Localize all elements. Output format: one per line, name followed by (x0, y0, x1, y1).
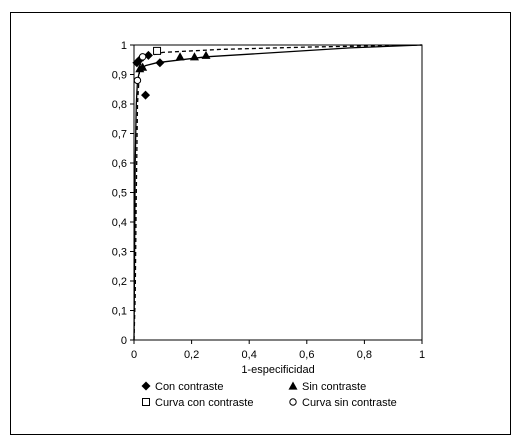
data-point (155, 58, 165, 68)
data-point (138, 62, 148, 71)
data-point (189, 52, 199, 61)
curve-marker (138, 53, 147, 61)
plot-area (133, 44, 423, 341)
data-point (201, 50, 211, 59)
legend-label: Curva con contraste (155, 397, 253, 409)
y-tick-label: 0,5 (112, 188, 127, 200)
data-point (141, 90, 151, 100)
axes (130, 44, 423, 344)
curve-marker (133, 76, 142, 85)
legend-marker (289, 398, 297, 406)
roc-curves (133, 44, 423, 341)
legend-label: Con contraste (155, 381, 223, 393)
curve-marker (153, 46, 162, 55)
legend: Con contraste Sin contraste Curva con cont… (141, 381, 397, 409)
curve-line-3 (133, 44, 423, 341)
figure-frame (10, 12, 511, 435)
data-points (132, 46, 211, 100)
y-tick-label: 0,8 (112, 99, 127, 111)
y-tick-label: 0,6 (112, 158, 127, 170)
y-tick-label: 0 (121, 335, 127, 347)
y-tick-label: 1 (121, 40, 127, 52)
x-axis-label: 1-especificidad (241, 364, 314, 376)
x-tick-label: 0,8 (357, 349, 372, 361)
x-tick-label: 0,2 (184, 349, 199, 361)
y-tick-label: 0,2 (112, 276, 127, 288)
legend-marker (142, 398, 150, 406)
y-tick-label: 0,9 (112, 70, 127, 82)
legend-marker (288, 381, 298, 390)
x-tick-label: 0,6 (299, 349, 314, 361)
curve-line-2 (133, 44, 423, 341)
y-tick-label: 0,4 (112, 217, 127, 229)
data-point (175, 52, 185, 61)
legend-marker (141, 381, 151, 391)
legend-label: Curva sin contraste (302, 397, 397, 409)
x-tick-label: 0 (131, 349, 137, 361)
y-tick-label: 0,1 (112, 306, 127, 318)
y-tick-label: 0,3 (112, 247, 127, 259)
x-tick-label: 1 (419, 349, 425, 361)
y-tick-label: 0,7 (112, 129, 127, 141)
legend-label: Sin contraste (302, 381, 366, 393)
tick-labels: 0 0,1 0,2 0,3 0,4 0,5 0,6 0,7 0,8 0,9 1 0 0,2 0,4 0,6 0… (112, 40, 425, 361)
x-tick-label: 0,4 (242, 349, 257, 361)
